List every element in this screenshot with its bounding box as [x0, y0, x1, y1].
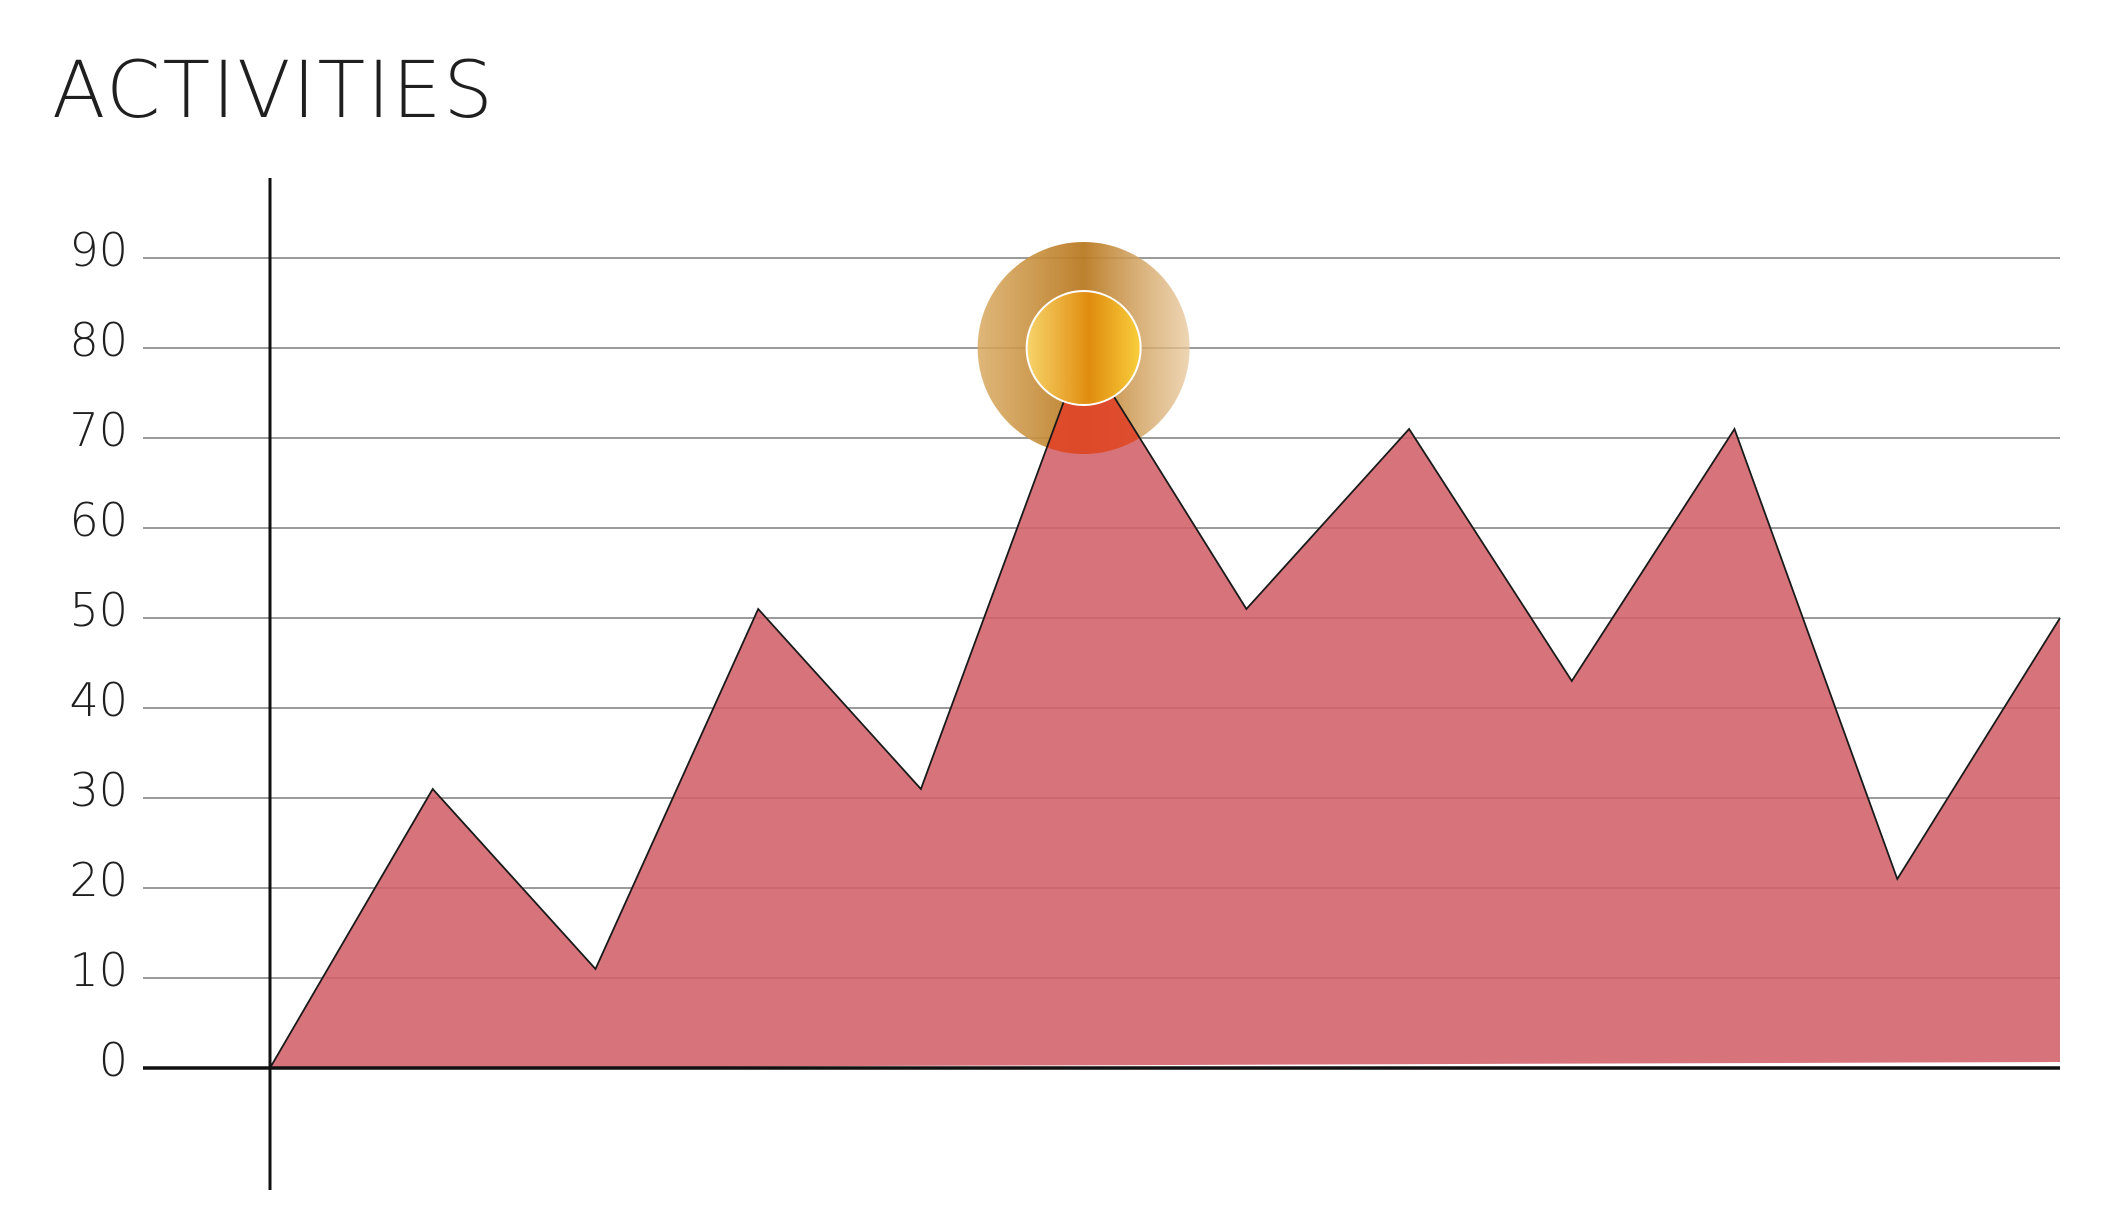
area-outline	[269, 345, 2061, 1069]
data-point-2	[595, 969, 596, 970]
y-tick-label-80: 80	[69, 313, 128, 367]
highlight-inner-dot	[1025, 290, 1142, 406]
data-point-10	[1897, 879, 1898, 880]
data-point-11	[2060, 618, 2061, 619]
tick-layer: 0 10 20 30 40 50 60 70 80 90	[69, 223, 128, 1087]
data-point-7	[1409, 429, 1410, 430]
axis-layer	[143, 178, 2060, 1190]
area-fill	[270, 348, 2060, 1068]
data-point-8	[1571, 681, 1572, 682]
y-tick-label-0: 0	[99, 1033, 128, 1087]
area-layer	[269, 345, 2061, 1069]
data-point-1	[432, 789, 433, 790]
y-tick-label-70: 70	[69, 403, 128, 457]
data-point-3	[758, 609, 759, 610]
y-tick-label-50: 50	[69, 583, 128, 637]
data-point-9	[1734, 429, 1735, 430]
highlight-layer	[977, 242, 1190, 454]
y-tick-label-30: 30	[69, 763, 128, 817]
chart-title: ACTIVITIES	[52, 46, 495, 136]
y-tick-label-90: 90	[69, 223, 128, 277]
y-tick-label-20: 20	[69, 853, 128, 907]
data-point-4	[920, 789, 921, 790]
y-tick-label-40: 40	[69, 673, 128, 727]
y-tick-label-10: 10	[69, 943, 128, 997]
y-tick-label-60: 60	[69, 493, 128, 547]
data-point-6	[1246, 609, 1247, 610]
